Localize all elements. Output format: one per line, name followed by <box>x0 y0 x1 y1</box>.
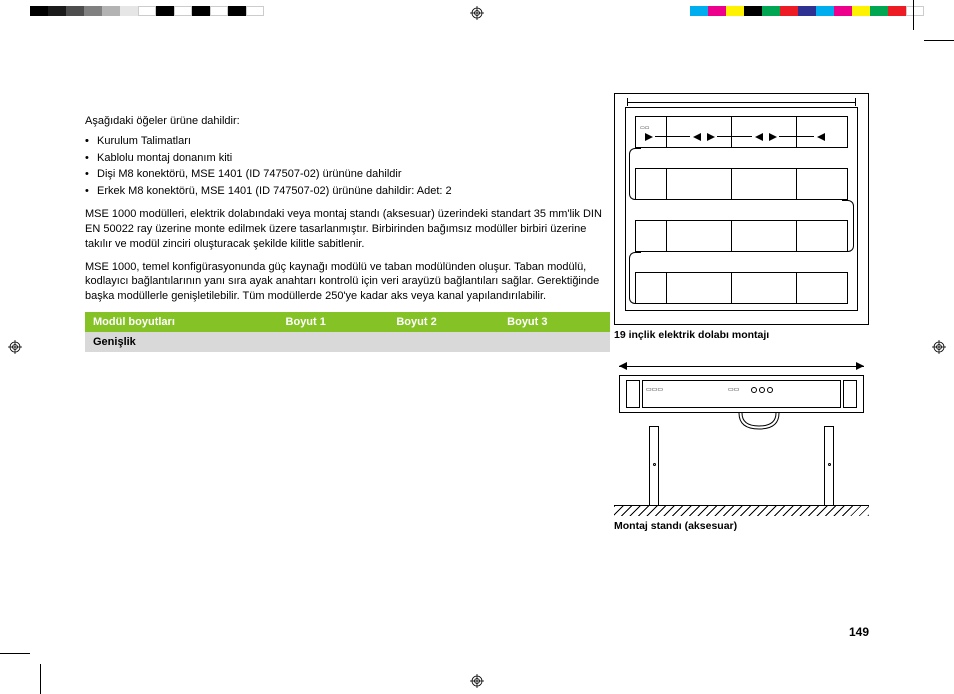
table-cell: Genişlik <box>85 332 278 352</box>
registration-mark-top <box>470 6 484 20</box>
module-dimensions-table: Modül boyutlarıBoyut 1Boyut 2Boyut 3 Gen… <box>85 312 610 352</box>
table-header: Boyut 1 <box>278 312 389 332</box>
table-cell <box>499 332 610 352</box>
print-colorbar-left <box>30 6 264 16</box>
crop-mark <box>40 664 41 694</box>
stand-diagram: ▭▭▭ ▭▭ <box>614 361 869 516</box>
print-colorbar-right <box>690 6 924 16</box>
main-text-column: Aşağıdaki öğeler ürüne dahildir: Kurulum… <box>85 115 610 352</box>
stand-caption: Montaj standı (aksesuar) <box>614 520 869 532</box>
paragraph-1: MSE 1000 modülleri, elektrik dolabındaki… <box>85 207 610 252</box>
list-item: Dişi M8 konektörü, MSE 1401 (ID 747507-0… <box>85 166 610 183</box>
registration-mark-left <box>8 340 22 354</box>
cabinet-diagram: ▭▭ <box>614 93 869 325</box>
crop-mark <box>913 0 914 30</box>
list-item: Kurulum Talimatları <box>85 133 610 150</box>
table-cell <box>278 332 389 352</box>
table-header: Modül boyutları <box>85 312 278 332</box>
table-header: Boyut 2 <box>388 312 499 332</box>
intro-text: Aşağıdaki öğeler ürüne dahildir: <box>85 115 610 127</box>
registration-mark-right <box>932 340 946 354</box>
page-content: Aşağıdaki öğeler ürüne dahildir: Kurulum… <box>40 40 914 654</box>
paragraph-2: MSE 1000, temel konfigürasyonunda güç ka… <box>85 260 610 305</box>
figures-column: ▭▭ <box>614 93 869 552</box>
table-cell <box>388 332 499 352</box>
list-item: Erkek M8 konektörü, MSE 1401 (ID 747507-… <box>85 183 610 200</box>
cabinet-caption: 19 inçlik elektrik dolabı montajı <box>614 329 869 341</box>
cabinet-figure: ▭▭ <box>614 93 869 341</box>
crop-mark <box>924 40 954 41</box>
list-item: Kablolu montaj donanım kiti <box>85 150 610 167</box>
included-items-list: Kurulum TalimatlarıKablolu montaj donanı… <box>85 133 610 199</box>
table-header: Boyut 3 <box>499 312 610 332</box>
crop-mark <box>0 653 30 654</box>
registration-mark-bottom <box>470 674 484 688</box>
stand-figure: ▭▭▭ ▭▭ Montaj standı (aksesuar) <box>614 361 869 532</box>
page-number: 149 <box>849 625 869 639</box>
